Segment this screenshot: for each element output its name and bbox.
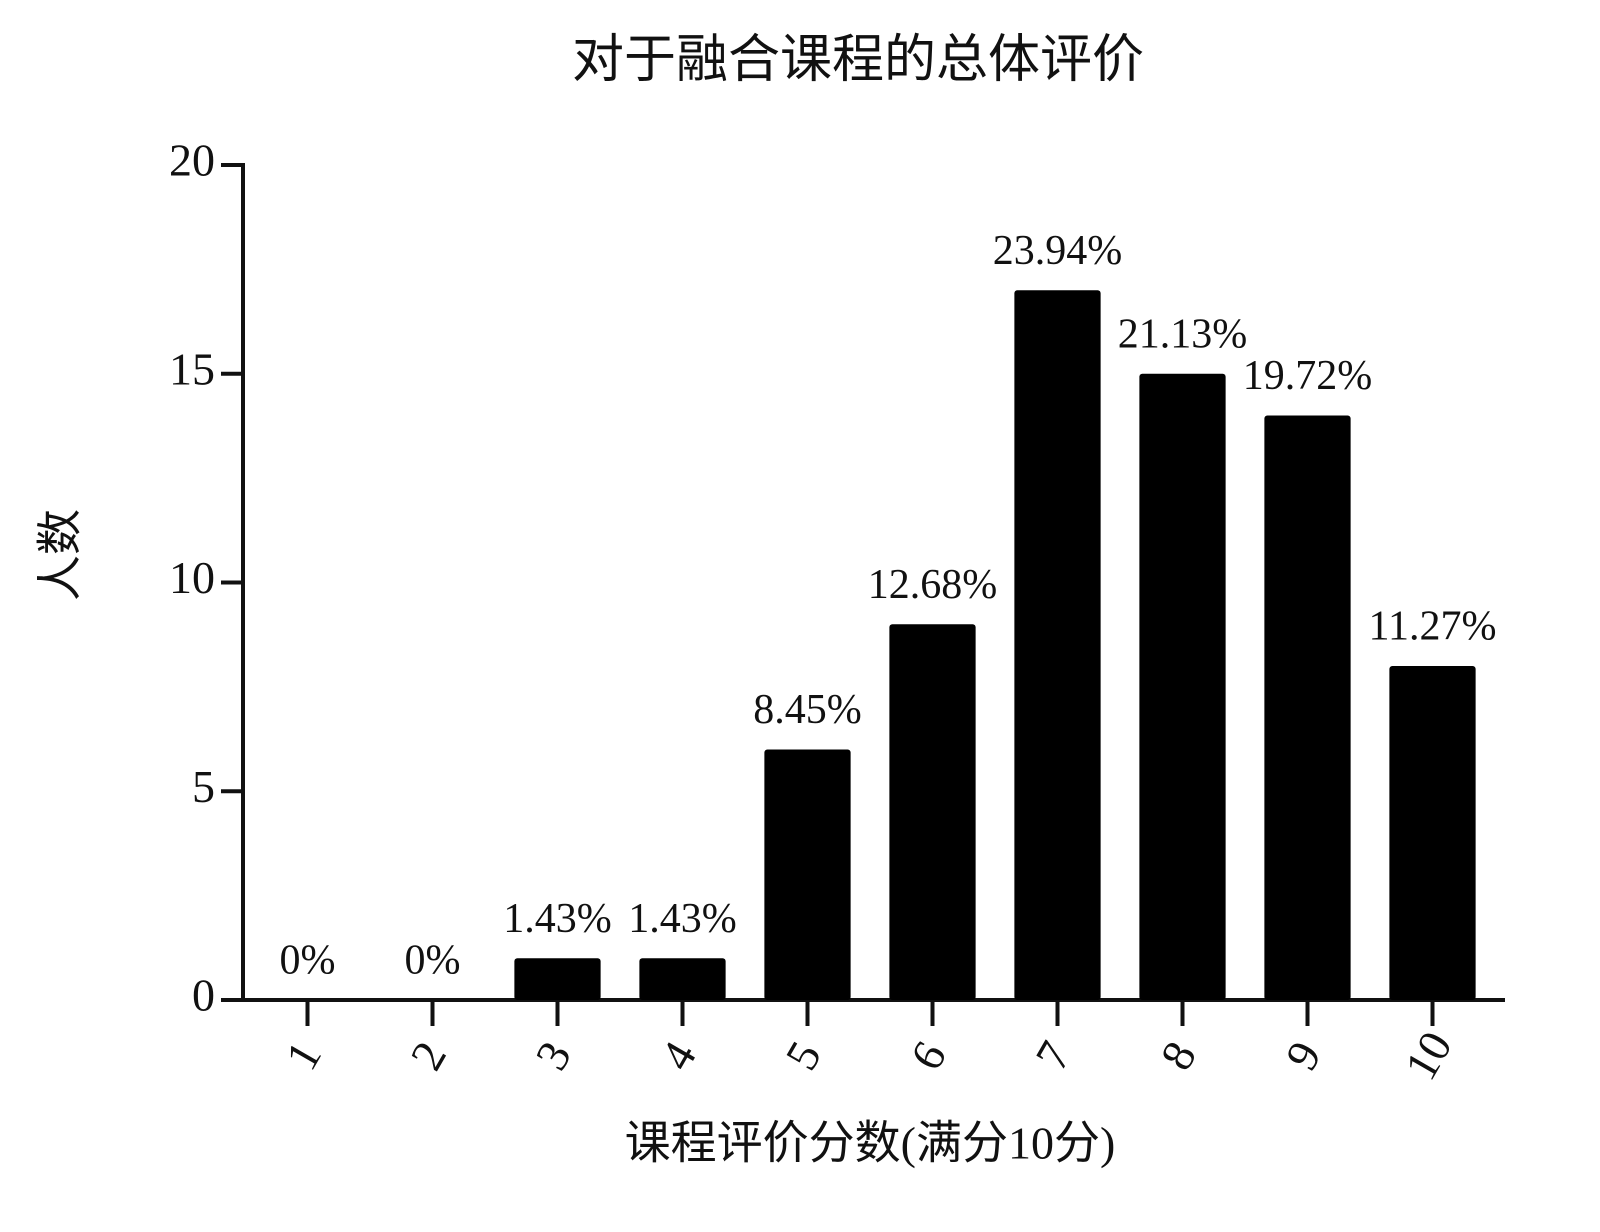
x-tick-label: 5 (775, 1033, 831, 1078)
bar (1014, 290, 1101, 1000)
x-tick-label: 7 (1025, 1033, 1081, 1078)
x-axis-label: 课程评价分数(满分10分) (625, 1118, 1116, 1169)
bar (764, 749, 851, 1000)
bar (1264, 415, 1351, 1000)
bar-annotation: 0% (405, 938, 461, 984)
y-tick-label: 20 (169, 135, 215, 186)
bar-annotation: 19.72% (1243, 353, 1373, 399)
bar (639, 958, 726, 1000)
bar-annotation: 23.94% (993, 228, 1123, 274)
y-tick-label: 15 (169, 343, 215, 394)
bar-annotation: 12.68% (868, 562, 998, 608)
bar-annotation: 11.27% (1369, 604, 1497, 650)
bar (1139, 373, 1226, 1000)
y-tick-label: 10 (169, 552, 215, 603)
bar (889, 624, 976, 1000)
y-tick-label: 0 (192, 970, 215, 1021)
x-tick-label: 9 (1275, 1033, 1331, 1078)
x-tick-label: 2 (400, 1033, 456, 1078)
bar-annotation: 8.45% (753, 687, 862, 733)
bar (514, 958, 601, 1000)
y-axis-label: 人数 (35, 509, 86, 601)
x-tick-label: 3 (525, 1033, 581, 1078)
y-tick-label: 5 (192, 761, 215, 812)
x-tick-label: 6 (900, 1033, 956, 1078)
x-tick-label: 8 (1150, 1033, 1206, 1078)
bar-annotation: 1.43% (503, 896, 612, 942)
x-tick-label: 10 (1395, 1023, 1462, 1088)
bar-annotation: 1.43% (628, 896, 737, 942)
bar-annotation: 21.13% (1118, 311, 1248, 357)
x-tick-label: 1 (275, 1033, 331, 1078)
chart-title: 对于融合课程的总体评价 (572, 32, 1144, 89)
bar-annotation: 0% (280, 938, 336, 984)
bar (1389, 666, 1476, 1000)
x-tick-label: 4 (650, 1033, 706, 1078)
